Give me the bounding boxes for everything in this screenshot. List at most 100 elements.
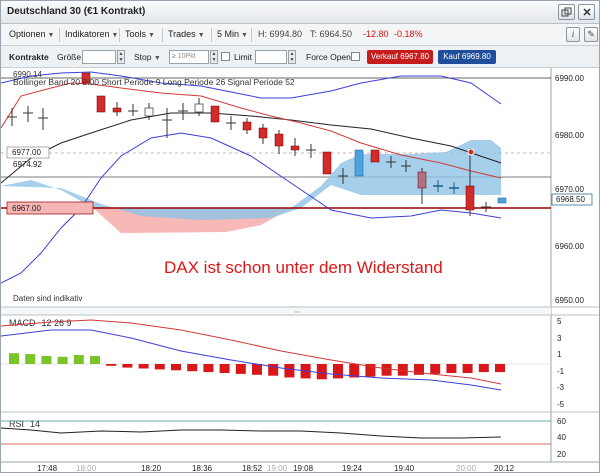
macd-bar (495, 364, 505, 373)
macd-bar (9, 353, 19, 364)
footnote-text: Daten sind indikativ (13, 294, 82, 303)
macd-bar (57, 356, 68, 364)
divider (119, 28, 120, 42)
menu-tools-label: Tools (125, 29, 147, 39)
macd-bar (203, 364, 214, 373)
chevron-up-icon: ▲ (211, 51, 217, 57)
price-level-6990: 6990.00 (555, 74, 584, 83)
info-icon: i (571, 29, 575, 39)
macd-bar (219, 364, 230, 373)
stop-stepper[interactable]: ▲ ▼ (210, 50, 218, 64)
candle-down (242, 121, 252, 131)
limit-label: Limit (234, 52, 252, 62)
price-marker (467, 148, 475, 156)
menu-optionen[interactable]: Optionen ▼ (9, 29, 54, 39)
time-label: 18:00 (76, 464, 97, 473)
macd-bar (446, 364, 457, 373)
menu-bar: Optionen ▼ Indikatoren ▼ Tools ▼ Trades ▼ 5 … (1, 24, 599, 46)
chevron-down-icon: ▼ (197, 32, 205, 39)
macd-level-m3: -3 (557, 383, 565, 392)
candle-up (194, 103, 204, 113)
chevron-down-icon: ▼ (153, 55, 161, 62)
price-chart[interactable]: 6990.00 6980.00 6970.00 6960.00 6950.00 (1, 68, 599, 473)
macd-bar (316, 364, 327, 380)
macd-bar (478, 364, 489, 373)
price-axis (551, 68, 599, 462)
time-label: 19:00 (267, 464, 288, 473)
price-level-6970: 6970.00 (555, 185, 584, 194)
time-axis: 17:48 18:00 18:20 18:36 18:52 19:00 19:0… (37, 464, 515, 473)
menu-trades[interactable]: Trades ▼ (168, 29, 205, 39)
candle-down (210, 105, 220, 123)
time-label: 19:24 (342, 464, 363, 473)
chevron-down-icon: ▼ (241, 32, 248, 39)
chevron-down-icon: ▼ (47, 32, 55, 39)
panel-splitter[interactable] (1, 307, 551, 315)
divider (211, 28, 212, 42)
candlesticks (7, 72, 507, 216)
info-button[interactable]: i (566, 27, 580, 42)
candle-down (112, 107, 122, 113)
size-label: Größe (57, 52, 82, 62)
limit-input[interactable] (255, 50, 287, 64)
close-button[interactable] (578, 4, 595, 20)
macd-histogram (9, 353, 505, 380)
candle-down (81, 72, 91, 84)
chevron-down-icon: ▼ (111, 32, 119, 39)
macd-bar (90, 355, 100, 364)
macd-panel: MACD 12 26 9 5 3 1 -1 -3 -5 (1, 317, 565, 409)
macd-level-m5: -5 (557, 400, 565, 409)
tag-6967-label: 6967.00 (12, 204, 41, 213)
force-open-label: Force Open (306, 52, 351, 62)
menu-indikatoren[interactable]: Indikatoren ▼ (65, 29, 118, 39)
timeframe-select[interactable]: 5 Min ▼ (217, 29, 248, 39)
buy-button[interactable]: Kauf 6969.80 (438, 50, 496, 64)
force-open-checkbox[interactable] (351, 52, 360, 61)
macd-level-5: 5 (557, 317, 562, 326)
time-label: 17:48 (37, 464, 58, 473)
moving-average-short (1, 82, 502, 179)
macd-bar (462, 364, 473, 373)
timeframe-label: 5 Min (217, 29, 240, 39)
candle-down (96, 95, 106, 113)
size-stepper[interactable]: ▲ ▼ (117, 50, 125, 64)
bollinger-middle (1, 112, 502, 184)
chevron-up-icon: ▲ (289, 51, 295, 57)
macd-bar (41, 355, 52, 364)
stop-select[interactable]: Stop ▼ (134, 52, 161, 62)
stop-label: Stop (134, 52, 152, 62)
candle-up (354, 149, 364, 177)
menu-tools[interactable]: Tools ▼ (125, 29, 155, 39)
macd-bar (138, 364, 149, 369)
rsi-line (1, 427, 502, 439)
candle-down (417, 171, 427, 189)
price-change-value: -12.80 (363, 29, 389, 39)
bollinger-lower (1, 132, 502, 284)
macd-line (1, 329, 502, 391)
sell-button[interactable]: Verkauf 6967.80 (367, 50, 433, 64)
current-price-tag (551, 193, 593, 206)
macd-bar (349, 364, 360, 378)
title-bar: Deutschland 30 (€1 Kontrakt) (1, 1, 599, 24)
pin-button[interactable]: ✎ (584, 27, 598, 42)
limit-checkbox[interactable] (221, 52, 230, 61)
size-input[interactable] (82, 50, 116, 64)
menu-indikatoren-label: Indikatoren (65, 29, 110, 39)
restore-button[interactable] (558, 4, 575, 20)
divider (162, 28, 163, 42)
price-change: -12.80 (363, 29, 389, 39)
price-high: H: 6994.80 (258, 29, 303, 39)
divider (59, 28, 60, 42)
restore-icon (561, 7, 572, 17)
time-label: 19:40 (394, 464, 415, 473)
annotation-text: DAX ist schon unter dem Widerstand (164, 258, 443, 277)
chevron-down-icon: ▼ (211, 57, 217, 63)
rsi-level-20: 20 (557, 450, 566, 459)
price-low: T: 6964.50 (310, 29, 353, 39)
macd-bar (106, 364, 117, 366)
stop-input[interactable]: ≥ 10Pkt (169, 50, 209, 64)
macd-bar (284, 364, 295, 378)
close-icon (582, 8, 591, 16)
rsi-label: RSI 14 (9, 419, 40, 429)
limit-stepper[interactable]: ▲ ▼ (288, 50, 296, 64)
